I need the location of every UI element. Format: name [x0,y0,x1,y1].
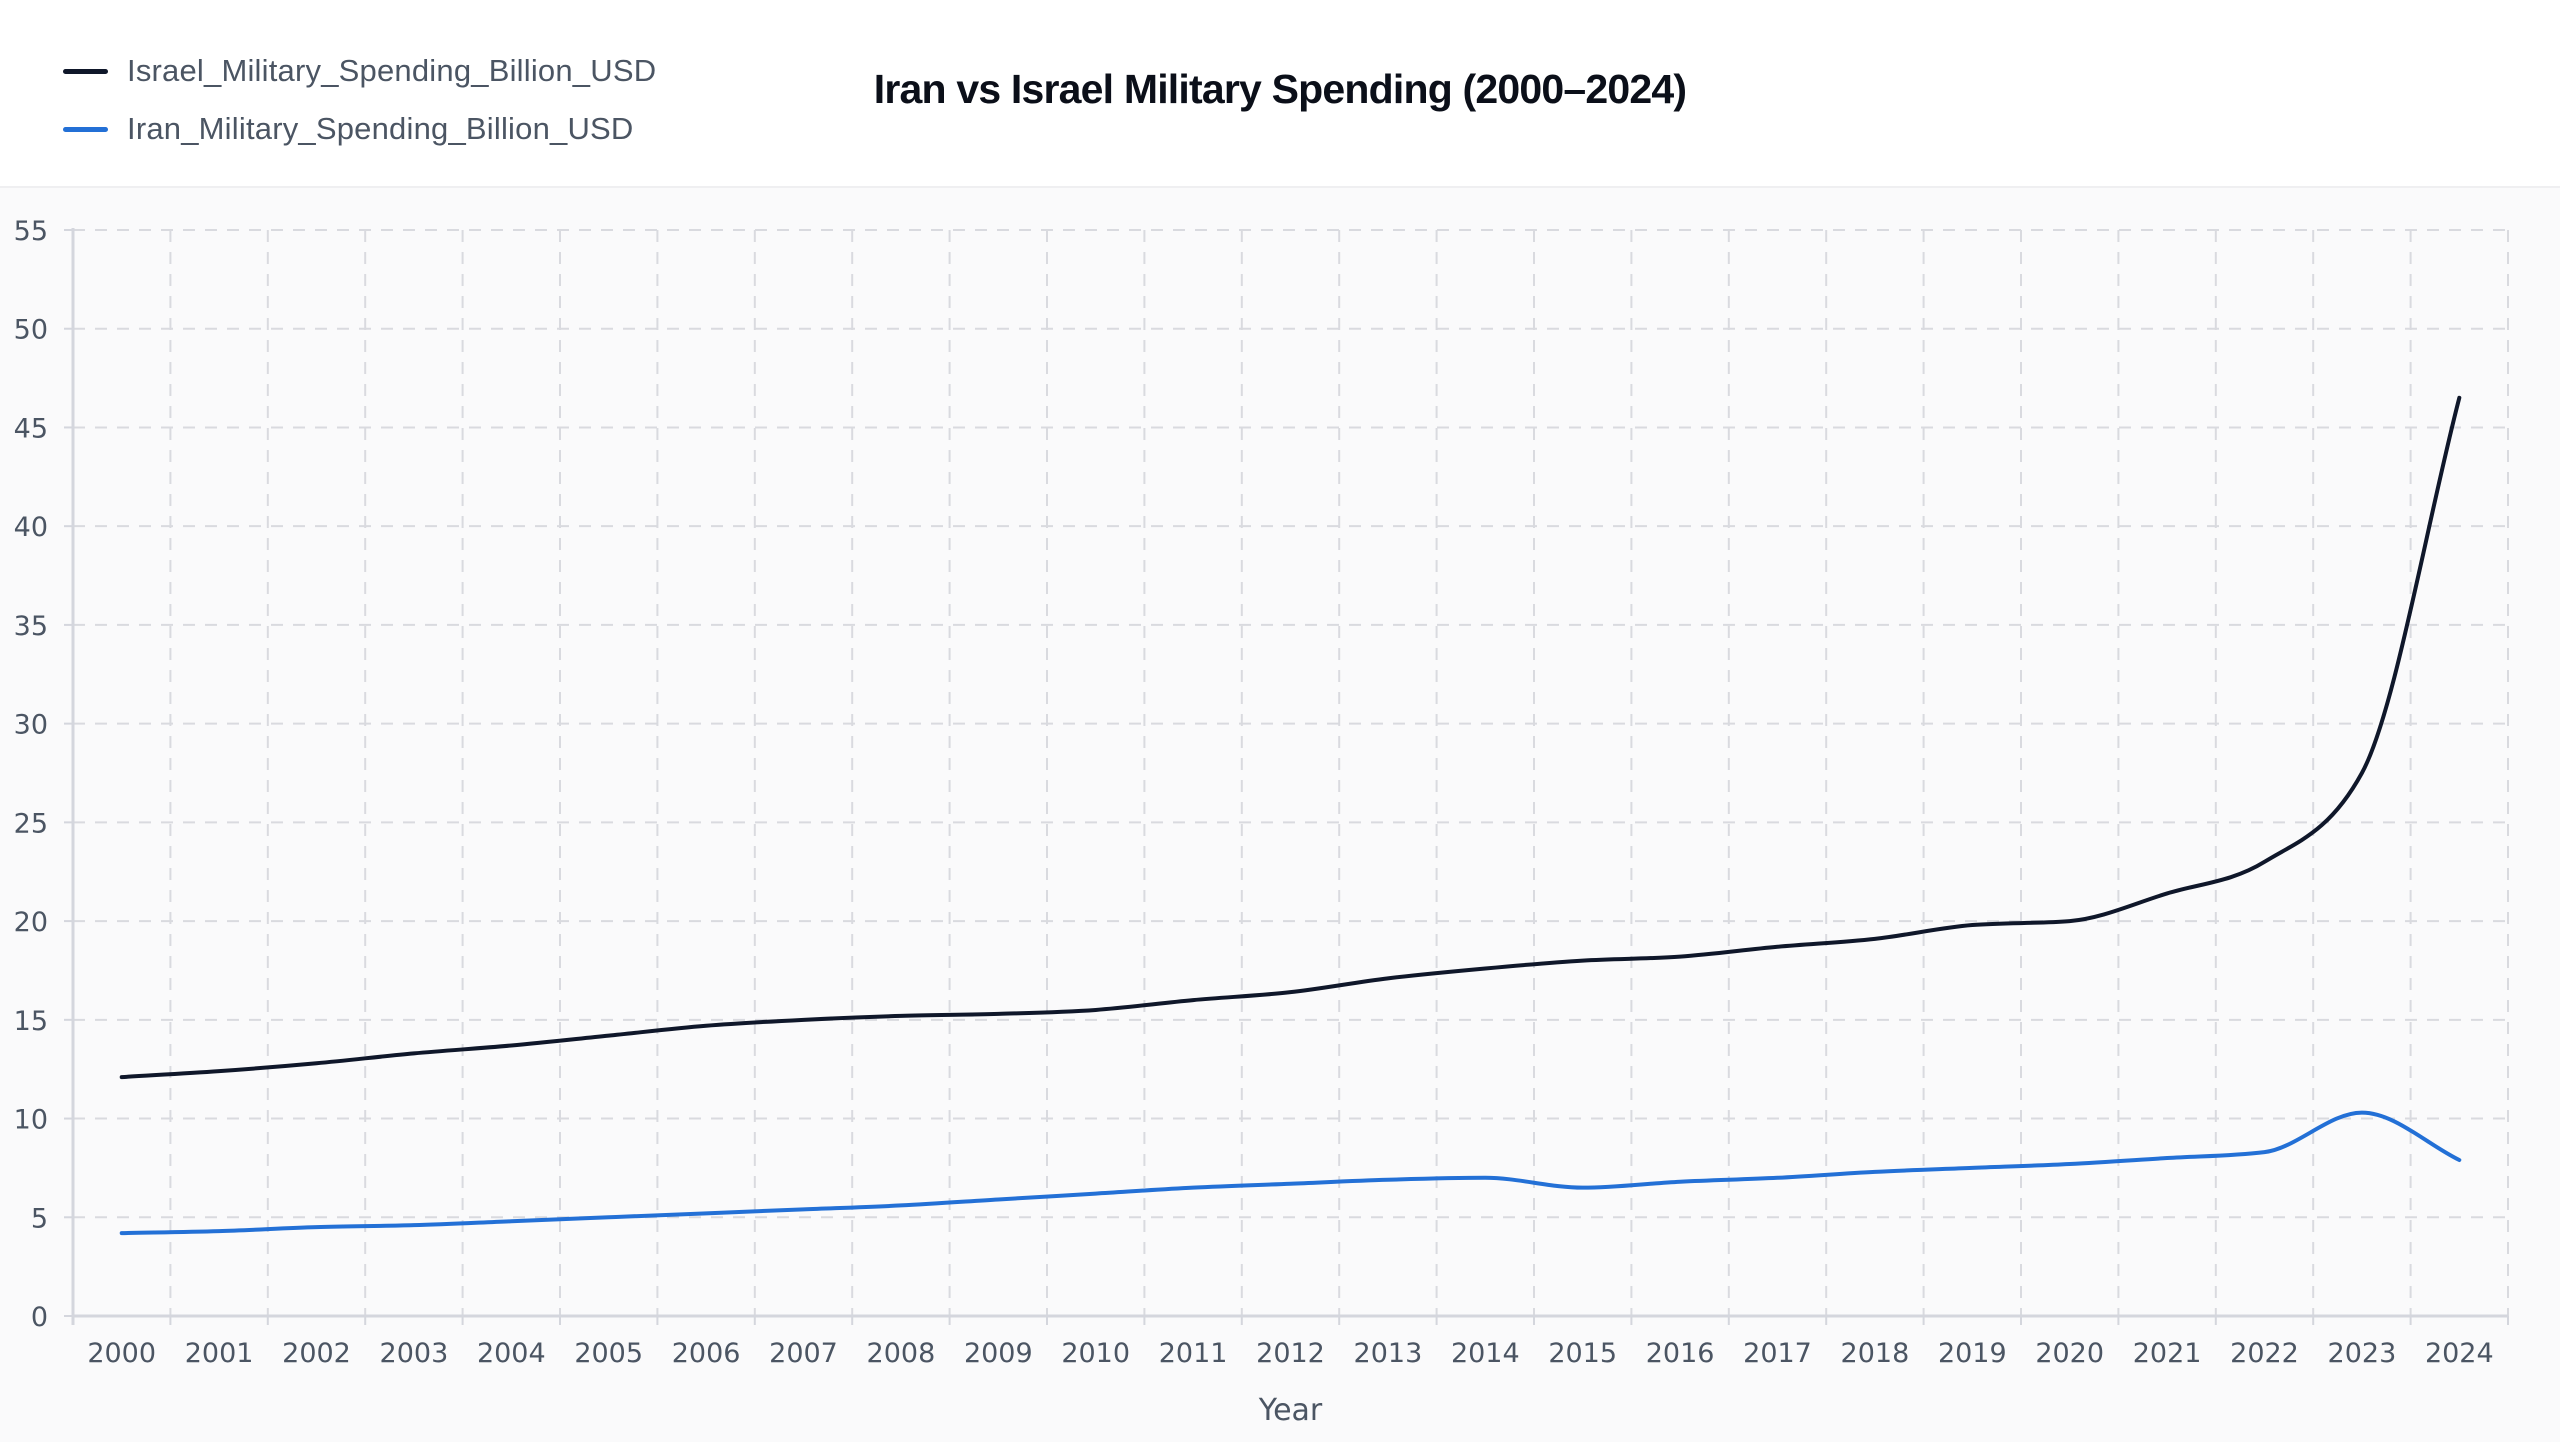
x-tick-label: 2004 [477,1338,546,1369]
legend-swatch-iran [63,126,108,132]
x-tick-label: 2009 [964,1338,1033,1369]
x-tick-label: 2014 [1451,1338,1520,1369]
series-line-israel [119,395,2462,1080]
x-tick-label: 2016 [1646,1338,1715,1369]
x-tick-label: 2019 [1938,1338,2007,1369]
x-tick-label: 2008 [867,1338,936,1369]
x-tick-label: 2023 [2328,1338,2397,1369]
chart-header: Israel_Military_Spending_Billion_USD Ira… [0,0,2560,188]
y-tick-label: 45 [14,413,48,444]
y-tick-label: 20 [14,907,48,938]
x-tick-label: 2011 [1159,1338,1228,1369]
x-tick-label: 2017 [1743,1338,1812,1369]
x-tick-label: 2007 [769,1338,838,1369]
y-tick-label: 35 [14,611,48,642]
x-axis-title: Year [1258,1393,1323,1428]
y-tick-label: 25 [14,808,48,839]
x-tick-label: 2018 [1841,1338,1910,1369]
x-tick-label: 2021 [2133,1338,2202,1369]
x-tick-label: 2002 [282,1338,351,1369]
x-tick-label: 2020 [2035,1338,2104,1369]
y-tick-label: 50 [14,315,48,346]
x-tick-label: 2012 [1256,1338,1325,1369]
legend-label-israel: Israel_Military_Spending_Billion_USD [127,53,657,88]
x-tick-label: 2010 [1061,1338,1130,1369]
axes: 0 5 10 15 20 25 30 35 40 45 50 55 2000 2001 2002 2003 20… [14,216,2509,1369]
x-tick-label: 2024 [2425,1338,2494,1369]
y-tick-label: 55 [14,216,48,247]
x-tick-label: 2003 [380,1338,449,1369]
x-tick-label: 2005 [574,1338,643,1369]
x-tick-label: 2001 [185,1338,254,1369]
y-tick-label: 0 [31,1302,48,1333]
x-tick-label: 2013 [1354,1338,1423,1369]
y-tick-label: 15 [14,1006,48,1037]
chart-title: Iran vs Israel Military Spending (2000–2… [873,66,1687,112]
legend-label-iran: Iran_Military_Spending_Billion_USD [127,111,634,146]
grid [73,229,2509,1316]
x-tick-label: 2022 [2230,1338,2299,1369]
x-tick-label: 2000 [87,1338,156,1369]
x-tick-label: 2015 [1548,1338,1617,1369]
y-tick-label: 5 [31,1203,48,1234]
legend-item-iran[interactable]: Iran_Military_Spending_Billion_USD [63,100,656,158]
series-lines [119,395,2462,1236]
y-tick-label: 40 [14,512,48,543]
x-tick-label: 2006 [672,1338,741,1369]
legend: Israel_Military_Spending_Billion_USD Ira… [63,42,656,158]
legend-item-israel[interactable]: Israel_Military_Spending_Billion_USD [63,42,656,100]
y-tick-label: 10 [14,1105,48,1136]
y-tick-label: 30 [14,710,48,741]
legend-swatch-israel [63,68,108,74]
series-line-iran [119,1110,2462,1236]
line-chart: 0 5 10 15 20 25 30 35 40 45 50 55 2000 2001 2002 2003 20… [14,216,2509,1428]
